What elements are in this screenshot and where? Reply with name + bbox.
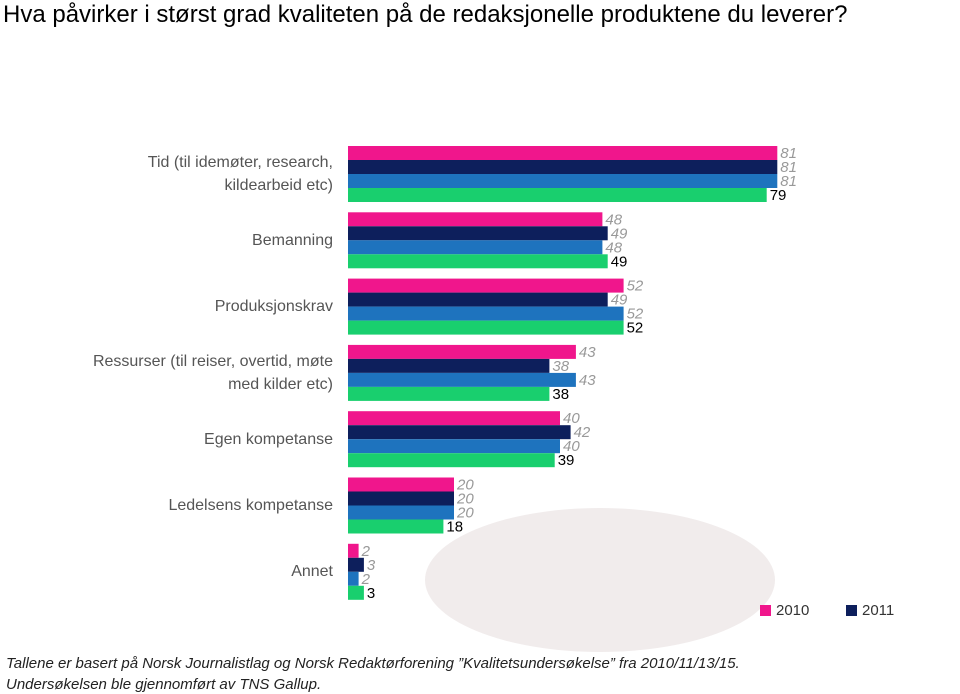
chart-title: Hva påvirker i størst grad kvaliteten på… bbox=[3, 1, 848, 28]
bar bbox=[348, 477, 454, 492]
category-label: Annet bbox=[291, 563, 333, 581]
value-label: 2 bbox=[361, 543, 371, 560]
value-label: 3 bbox=[367, 557, 376, 574]
bar bbox=[348, 226, 608, 241]
bar bbox=[348, 320, 624, 335]
footnote: Tallene er basert på Norsk Journalistlag… bbox=[6, 655, 740, 672]
bar bbox=[348, 425, 571, 440]
bar bbox=[348, 278, 624, 293]
value-label: 20 bbox=[456, 476, 474, 493]
bar bbox=[348, 212, 603, 227]
value-label: 49 bbox=[611, 253, 628, 270]
bar bbox=[348, 174, 778, 188]
value-label: 38 bbox=[552, 358, 569, 375]
bar bbox=[348, 439, 560, 454]
bar bbox=[348, 411, 560, 426]
category-label: Ressurser (til reiser, overtid, møte med… bbox=[92, 352, 333, 393]
bar bbox=[348, 358, 550, 373]
value-label: 18 bbox=[446, 518, 463, 535]
bar bbox=[348, 372, 576, 387]
bar bbox=[348, 146, 778, 160]
bar bbox=[348, 344, 576, 359]
value-label: 81 bbox=[780, 173, 797, 190]
bar bbox=[348, 386, 550, 401]
bar bbox=[348, 240, 603, 255]
category-label: Tid (til idemøter, research, kildearbeid… bbox=[147, 154, 333, 194]
bar bbox=[348, 491, 454, 506]
value-label: 40 bbox=[563, 438, 580, 455]
value-label: 40 bbox=[563, 410, 580, 427]
word-cloud bbox=[425, 508, 775, 652]
bar bbox=[348, 188, 767, 202]
category-label: Egen kompetanse bbox=[204, 430, 333, 448]
bar bbox=[348, 453, 555, 468]
bar bbox=[348, 254, 608, 269]
legend-swatch bbox=[760, 605, 771, 616]
legend-label: 2010 bbox=[776, 602, 809, 619]
value-label: 52 bbox=[627, 306, 644, 323]
legend-swatch bbox=[846, 605, 857, 616]
category-label: Produksjonskrav bbox=[214, 298, 333, 316]
value-label: 49 bbox=[611, 292, 628, 309]
bar bbox=[348, 306, 624, 321]
bar bbox=[348, 543, 359, 558]
value-label: 81 bbox=[780, 145, 797, 162]
value-label: 2 bbox=[361, 571, 371, 588]
value-label: 20 bbox=[456, 490, 474, 507]
bar bbox=[348, 557, 364, 572]
category-label: Bemanning bbox=[252, 231, 333, 249]
bar bbox=[348, 571, 359, 586]
value-label: 48 bbox=[605, 239, 622, 256]
value-label: 38 bbox=[552, 386, 569, 403]
value-label: 81 bbox=[780, 159, 797, 176]
footnote: Undersøkelsen ble gjennomført av TNS Gal… bbox=[6, 676, 322, 693]
value-label: 49 bbox=[611, 225, 628, 242]
value-label: 52 bbox=[627, 278, 644, 295]
value-label: 43 bbox=[579, 344, 596, 361]
bar bbox=[348, 519, 444, 534]
value-label: 48 bbox=[605, 211, 622, 228]
legend-label: 2011 bbox=[862, 602, 894, 619]
bar bbox=[348, 160, 778, 174]
value-label: 39 bbox=[558, 452, 575, 469]
bar bbox=[348, 292, 608, 307]
value-label: 79 bbox=[770, 187, 787, 204]
bar bbox=[348, 585, 364, 600]
category-label: Ledelsens kompetanse bbox=[168, 497, 333, 514]
value-label: 42 bbox=[574, 424, 591, 441]
value-label: 3 bbox=[367, 585, 375, 602]
value-label: 43 bbox=[579, 372, 596, 389]
value-label: 52 bbox=[627, 320, 644, 337]
value-label: 20 bbox=[456, 504, 474, 521]
bar bbox=[348, 505, 454, 520]
